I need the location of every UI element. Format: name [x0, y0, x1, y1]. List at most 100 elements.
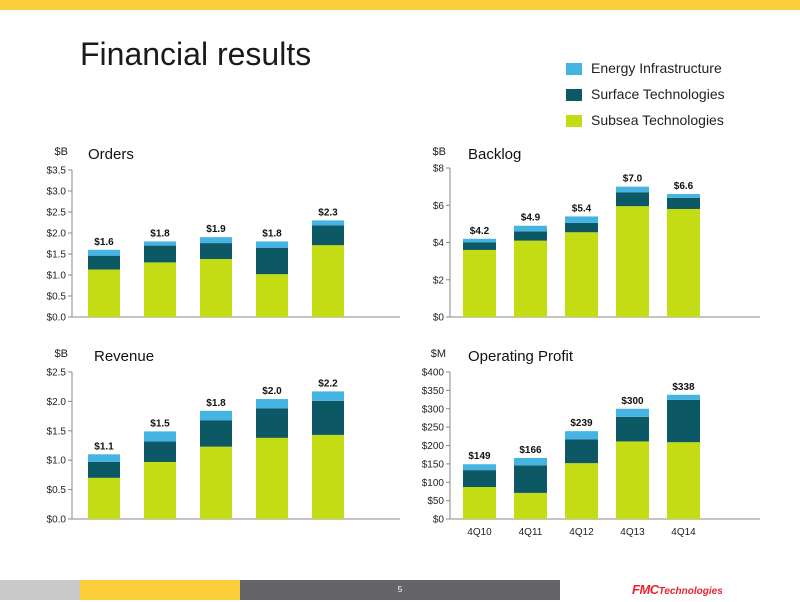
y-tick-label: $0 [433, 313, 445, 324]
energy-segment [565, 431, 598, 440]
unit-label: $B [55, 146, 68, 158]
logo-fmc-text: FMC [632, 582, 659, 597]
energy-segment [463, 238, 496, 243]
bar-total-label: $2.3 [318, 207, 338, 218]
surface-segment [144, 245, 176, 263]
energy-segment [463, 464, 496, 471]
energy-segment [144, 431, 176, 442]
y-tick-label: $300 [422, 404, 445, 415]
subsea-segment [200, 446, 232, 519]
energy-segment [565, 216, 598, 223]
page-number: 5 [397, 585, 403, 594]
y-tick-label: $4 [433, 238, 445, 249]
y-tick-label: $6 [433, 201, 445, 212]
legend-label: Energy Infrastructure [591, 60, 722, 76]
footer-band-yellow [80, 580, 240, 600]
y-tick-label: $0.0 [47, 515, 67, 526]
y-tick-label: $8 [433, 164, 445, 175]
subsea-segment [256, 274, 288, 317]
surface-segment [514, 465, 547, 493]
subsea-segment [144, 461, 176, 519]
legend-item-surface-technologies: Surface Technologies [566, 86, 796, 106]
subsea-segment [514, 492, 547, 519]
surface-segment [144, 441, 176, 462]
subsea-segment [312, 434, 344, 519]
surface-segment [256, 247, 288, 275]
y-tick-label: $350 [422, 386, 445, 397]
orders-chart: $B Orders $0.0 $0.5 $1.0 $1.5 $2.0 $2.5 $3.0 $3.5… [47, 146, 400, 324]
surface-segment [88, 461, 120, 478]
subsea-segment [667, 442, 700, 519]
energy-segment [514, 225, 547, 232]
bar-total-label: $1.8 [150, 228, 170, 239]
surface-segment [667, 399, 700, 443]
bar-total-label: $300 [621, 396, 644, 407]
subsea-segment [667, 208, 700, 317]
surface-segment [616, 416, 649, 442]
surface-segment [514, 231, 547, 241]
bar-total-label: $7.0 [623, 174, 643, 185]
y-tick-label: $1.5 [47, 426, 67, 437]
legend-item-energy-infrastructure: Energy Infrastructure [566, 60, 796, 80]
logo-technologies-text: Technologies [658, 586, 723, 597]
bar-total-label: $5.4 [572, 203, 592, 214]
unit-label: $B [433, 146, 446, 158]
legend-label: Surface Technologies [591, 86, 725, 102]
y-tick-label: $1.5 [47, 250, 67, 261]
energy-segment [616, 408, 649, 417]
bar-total-label: $239 [570, 418, 593, 429]
surface-segment [616, 192, 649, 207]
bar-total-label: $149 [468, 451, 491, 462]
bar-total-label: $4.9 [521, 213, 541, 224]
surface-segment [312, 400, 344, 435]
legend-swatch-surface [566, 89, 582, 101]
surface-segment [565, 439, 598, 464]
unit-label: $B [55, 348, 68, 360]
footer-band-left [0, 580, 80, 600]
bar-total-label: $1.8 [262, 228, 282, 239]
energy-segment [616, 186, 649, 193]
subsea-segment [514, 240, 547, 317]
y-tick-label: $3.5 [47, 166, 67, 177]
bar-total-label: $1.1 [94, 441, 114, 452]
energy-segment [88, 454, 120, 462]
subsea-segment [312, 245, 344, 317]
x-tick-label: 4Q14 [671, 527, 696, 538]
surface-segment [565, 222, 598, 233]
energy-segment [200, 237, 232, 244]
subsea-segment [256, 437, 288, 519]
y-tick-label: $0.0 [47, 313, 67, 324]
bar-total-label: $1.5 [150, 418, 170, 429]
bar-total-label: $1.9 [206, 224, 226, 235]
y-tick-label: $2.0 [47, 397, 67, 408]
x-tick-label: 4Q11 [519, 527, 543, 538]
backlog-chart: $BBacklog$0$2$4$6$8$4.24Q10$4.94Q11$5.44… [433, 146, 760, 324]
y-tick-label: $1.0 [47, 271, 67, 282]
y-tick-label: $2.5 [47, 208, 67, 219]
subsea-segment [200, 259, 232, 317]
footer-band-gray [240, 580, 560, 600]
slide-title: Financial results [80, 36, 312, 72]
unit-label: $M [431, 348, 446, 360]
y-tick-label: $2.5 [47, 368, 67, 379]
y-tick-label: $1.0 [47, 456, 67, 467]
bar-total-label: $2.2 [318, 378, 338, 389]
x-tick-label: 4Q10 [467, 527, 492, 538]
surface-segment [667, 197, 700, 209]
legend-label: Subsea Technologies [591, 112, 724, 128]
bar-total-label: $2.0 [262, 386, 282, 397]
y-tick-label: $2.0 [47, 229, 67, 240]
energy-segment [312, 220, 344, 226]
bar-total-label: $1.6 [94, 237, 114, 248]
fmc-technologies-logo: FMCTechnologies [632, 580, 723, 600]
energy-segment [667, 194, 700, 198]
y-tick-label: $0 [433, 515, 445, 526]
energy-segment [144, 241, 176, 246]
energy-segment [256, 241, 288, 248]
revenue-chart: $BRevenue$0.0$0.5$1.0$1.5$2.0$2.5$1.14Q1… [47, 348, 400, 526]
subsea-segment [565, 463, 598, 519]
y-tick-label: $0.5 [47, 485, 67, 496]
legend-swatch-energy [566, 63, 582, 75]
y-tick-label: $250 [422, 423, 445, 434]
energy-segment [200, 410, 232, 421]
